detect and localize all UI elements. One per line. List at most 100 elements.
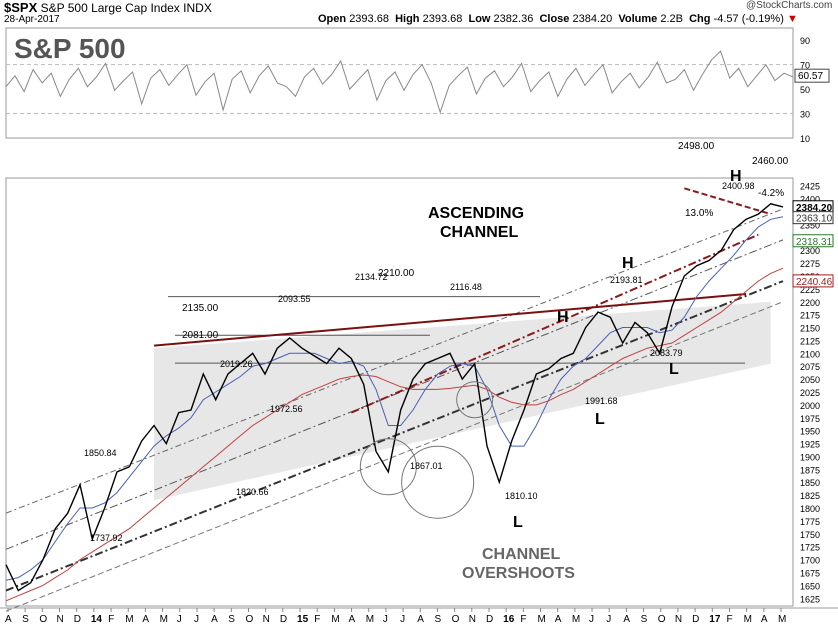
index-name: S&P 500 Large Cap Index	[40, 1, 180, 15]
x-tick-label: D	[486, 614, 493, 625]
annotation-label: 2135.00	[182, 303, 219, 314]
price-tick-label: 1850	[800, 478, 820, 488]
rsi-line	[5, 50, 794, 114]
price-tick-label: 2350	[800, 220, 820, 230]
x-tick-label: 15	[297, 614, 309, 625]
annotation-label: 2019.26	[220, 359, 253, 369]
x-tick-label: F	[314, 614, 320, 625]
exchange: INDX	[183, 1, 212, 15]
x-tick-label: O	[245, 614, 253, 625]
rsi-tick-label: 70	[800, 61, 810, 71]
annotation-label: L	[595, 411, 605, 428]
x-tick-label: A	[761, 614, 768, 625]
annotation-label: 2083.79	[650, 348, 683, 358]
price-panel-frame	[5, 177, 794, 607]
channel-line	[5, 301, 784, 612]
price-tick-label: 2175	[800, 311, 820, 321]
x-tick-label: M	[331, 614, 339, 625]
annotation-label: OVERSHOOTS	[462, 565, 575, 582]
price-tick-label: 1975	[800, 414, 820, 424]
x-tick-label: O	[658, 614, 666, 625]
x-tick-label: D	[692, 614, 699, 625]
annotation-label: 2498.00	[678, 141, 715, 152]
x-tick-label: J	[606, 614, 611, 625]
red-trend-line	[350, 233, 759, 414]
price-tick-label: 1950	[800, 427, 820, 437]
annotation-label: ASCENDING	[428, 205, 524, 222]
annotation-label: 1810.10	[505, 491, 538, 501]
x-tick-label: J	[589, 614, 594, 625]
annotation-label: -4.2%	[758, 188, 784, 199]
annotation-label: 2093.55	[278, 294, 311, 304]
price-tick-label: 2050	[800, 375, 820, 385]
channel-line	[5, 208, 784, 514]
header-symbol-line: $SPX S&P 500 Large Cap Index INDX	[4, 0, 212, 15]
right-price-box	[792, 234, 834, 248]
annotation-label: H	[557, 309, 569, 326]
annotation-label: 1991.68	[585, 396, 618, 406]
open-value: 2393.68	[349, 13, 389, 25]
x-tick-label: 16	[503, 614, 515, 625]
annotation-label: 2081.00	[182, 330, 219, 341]
close-value: 2384.20	[572, 13, 613, 25]
high-value: 2393.68	[422, 13, 463, 25]
x-tick-label: A	[555, 614, 562, 625]
annotation-label: 2193.81	[610, 275, 643, 285]
annotation-label: 2210.00	[378, 268, 415, 279]
price-tick-label: 2150	[800, 324, 820, 334]
low-value: 2382.36	[493, 13, 534, 25]
annotation-label: 2400.98	[722, 181, 755, 191]
x-tick-label: A	[623, 614, 630, 625]
price-tick-label: 2200	[800, 298, 820, 308]
rsi-tick-label: 10	[800, 134, 810, 144]
price-tick-label: 1725	[800, 543, 820, 553]
annotation-label: 1867.01	[410, 461, 443, 471]
channel-line	[5, 239, 784, 550]
ma200-line	[5, 267, 784, 602]
x-tick-label: J	[383, 614, 388, 625]
right-price-label: 2318.31	[796, 237, 833, 248]
annotation-label: CHANNEL	[482, 546, 560, 563]
x-tick-label: M	[366, 614, 374, 625]
annotation-label: CHANNEL	[440, 224, 518, 241]
price-tick-label: 1800	[800, 504, 820, 514]
price-tick-label: 2400	[800, 195, 820, 205]
price-tick-label: 1700	[800, 556, 820, 566]
x-tick-label: J	[177, 614, 182, 625]
x-tick-label: F	[726, 614, 732, 625]
x-tick-label: A	[5, 614, 12, 625]
rsi-tick-label: 50	[800, 85, 810, 95]
price-tick-label: 2275	[800, 259, 820, 269]
price-tick-label: 2125	[800, 336, 820, 346]
x-tick-label: 14	[91, 614, 103, 625]
annotation-label: 1972.56	[270, 404, 303, 414]
chart-title: S&P 500	[14, 33, 126, 64]
price-tick-label: 2300	[800, 246, 820, 256]
annotation-label: H	[622, 255, 634, 272]
right-price-label: 2240.46	[796, 277, 833, 288]
price-tick-label: 2025	[800, 388, 820, 398]
ma50-line	[5, 216, 784, 581]
x-tick-label: M	[572, 614, 580, 625]
right-price-box	[792, 274, 834, 288]
symbol: $SPX	[4, 0, 38, 15]
x-tick-label: J	[194, 614, 199, 625]
annotation-label: 2460.00	[752, 156, 789, 167]
rsi-tick-label: 30	[800, 110, 810, 120]
annotation-label: 1820.66	[236, 487, 269, 497]
right-price-box	[792, 211, 834, 225]
x-tick-label: S	[641, 614, 648, 625]
volume-value: 2.2B	[660, 13, 683, 25]
x-tick-label: A	[417, 614, 424, 625]
annotation-label: L	[513, 514, 523, 531]
down-arrow-icon: ▼	[786, 13, 798, 25]
x-tick-label: M	[778, 614, 786, 625]
x-tick-label: D	[280, 614, 287, 625]
rsi-panel-frame	[5, 27, 794, 139]
annotation-label: 13.0%	[685, 208, 713, 219]
x-tick-label: D	[74, 614, 81, 625]
red-top-line	[153, 293, 747, 347]
header-date: 28-Apr-2017	[4, 14, 60, 25]
x-tick-label: M	[125, 614, 133, 625]
